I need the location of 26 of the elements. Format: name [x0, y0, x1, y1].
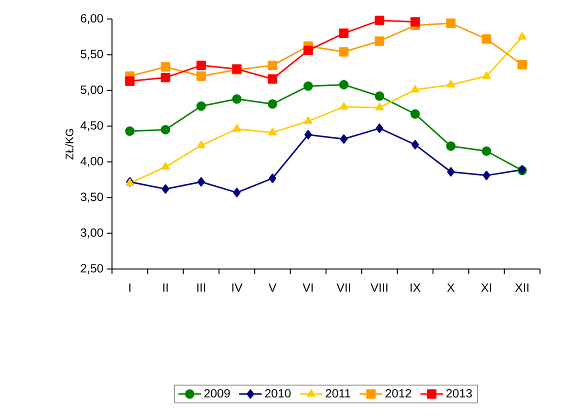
- x-tick-label: XII: [515, 283, 528, 292]
- legend-label: 2013: [446, 389, 472, 398]
- x-tick-label: IX: [410, 283, 421, 292]
- x-tick-label: VIII: [370, 283, 388, 292]
- x-tick-label: VI: [302, 283, 313, 292]
- x-tick-label: I: [129, 283, 130, 292]
- x-tick-label: VII: [336, 283, 350, 292]
- legend-label: 2011: [326, 389, 350, 398]
- x-tick-label: XI: [481, 283, 492, 292]
- y-tick-label: 5,00: [80, 85, 104, 96]
- legend-label: 2009: [204, 389, 230, 398]
- y-axis-title: ZŁ/KG: [65, 128, 74, 160]
- y-tick-label: 4,50: [80, 121, 104, 132]
- x-tick-label: IV: [232, 283, 242, 292]
- y-tick-label: 2,50: [80, 264, 104, 274]
- legend-label: 2010: [265, 389, 291, 398]
- x-tick-label: X: [447, 283, 455, 292]
- y-tick-label: 4,00: [80, 156, 104, 167]
- x-tick-label: II: [163, 283, 168, 292]
- y-tick-label: 6,00: [80, 14, 104, 24]
- legend-label: 2012: [386, 389, 412, 398]
- x-tick-label: III: [197, 283, 206, 292]
- x-tick-label: V: [268, 283, 276, 292]
- y-tick-label: 3,50: [80, 192, 104, 203]
- y-tick-label: 5,50: [80, 50, 104, 60]
- y-tick-label: 3,00: [80, 228, 104, 238]
